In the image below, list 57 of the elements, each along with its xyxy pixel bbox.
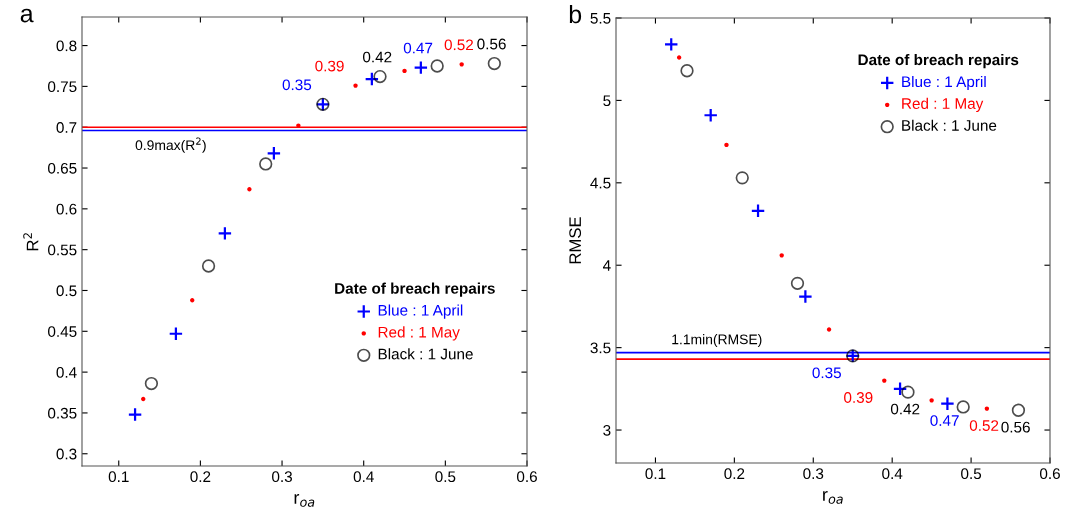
chart-title: a (20, 8, 34, 23)
y-tick-label: 0.35 (48, 407, 77, 419)
y-tick-label: 0.45 (48, 326, 77, 337)
annotation: 0.39 (844, 392, 873, 403)
x-tick-label: 0.1 (645, 468, 666, 480)
legend-label: Black : 1 June (378, 348, 473, 360)
y-tick-label: 0.5 (56, 285, 77, 297)
annotation: 0.47 (930, 415, 959, 426)
annotation: 0.56 (477, 38, 506, 50)
y-tick-label: 5.5 (590, 13, 611, 24)
x-tick-label: 0.5 (961, 468, 982, 480)
y-tick-label: 4 (602, 260, 611, 271)
y-tick-label: 0.6 (56, 203, 77, 215)
y-tick-label: 0.7 (56, 122, 77, 133)
y-tick-label: 4.5 (590, 177, 611, 189)
y-tick-label: 5 (603, 95, 611, 107)
annotation: 0.35 (812, 367, 841, 379)
x-axis-title: r$_{oa}$ (823, 490, 843, 504)
y-tick-label: 0.75 (48, 81, 77, 93)
y-tick-label: 0.3 (56, 448, 77, 460)
legend-label: Black : 1 June (902, 119, 997, 131)
y-axis-title: RMSE (569, 217, 582, 264)
annotation: 0.39 (315, 60, 344, 72)
x-tick-label: 0.5 (435, 471, 456, 483)
ref-line-label: 1.1min(RMSE) (672, 334, 762, 348)
x-tick-label: 0.3 (272, 471, 292, 483)
legend-label: Blue : 1 April (902, 75, 986, 91)
y-tick-label: 0.55 (48, 244, 77, 256)
x-tick-label: 0.6 (1039, 468, 1060, 480)
y-tick-label: 0.8 (56, 40, 77, 52)
annotation: 0.52 (444, 39, 473, 51)
y-tick-label: 3 (603, 424, 611, 436)
chart-title: b (569, 4, 582, 24)
x-tick-label: 0.3 (803, 468, 824, 480)
x-tick-label: 0.2 (190, 471, 211, 483)
y-tick-label: 0.65 (48, 162, 77, 174)
x-tick-label: 0.4 (353, 471, 374, 483)
legend-label: Blue : 1 April (378, 304, 463, 319)
annotation: 0.47 (403, 42, 433, 54)
annotation: 0.42 (890, 403, 920, 415)
legend-title: Date of breach repairs (335, 282, 495, 297)
legend-label: Red : 1 May (378, 326, 460, 341)
annotation: 0.56 (1001, 421, 1030, 433)
y-tick-label: 3.5 (590, 342, 611, 354)
x-tick-label: 0.1 (108, 471, 129, 483)
y-tick-label: 0.4 (56, 366, 77, 378)
y-axis-title: R$^{2}$ (23, 233, 39, 251)
x-tick-label: 0.4 (882, 468, 903, 480)
x-tick-label: 0.6 (516, 471, 537, 483)
x-axis-title: r$_{oa}$ (294, 493, 315, 507)
annotation: 0.35 (282, 79, 312, 91)
x-tick-label: 0.2 (724, 468, 745, 480)
annotation: 0.42 (362, 51, 392, 63)
legend-label: Red : 1 May (902, 97, 984, 112)
annotation: 0.52 (969, 420, 999, 431)
ref-line-label: 0.9max(R$^{2}$) (135, 137, 206, 153)
legend-title: Date of breach repairs (858, 54, 1019, 69)
